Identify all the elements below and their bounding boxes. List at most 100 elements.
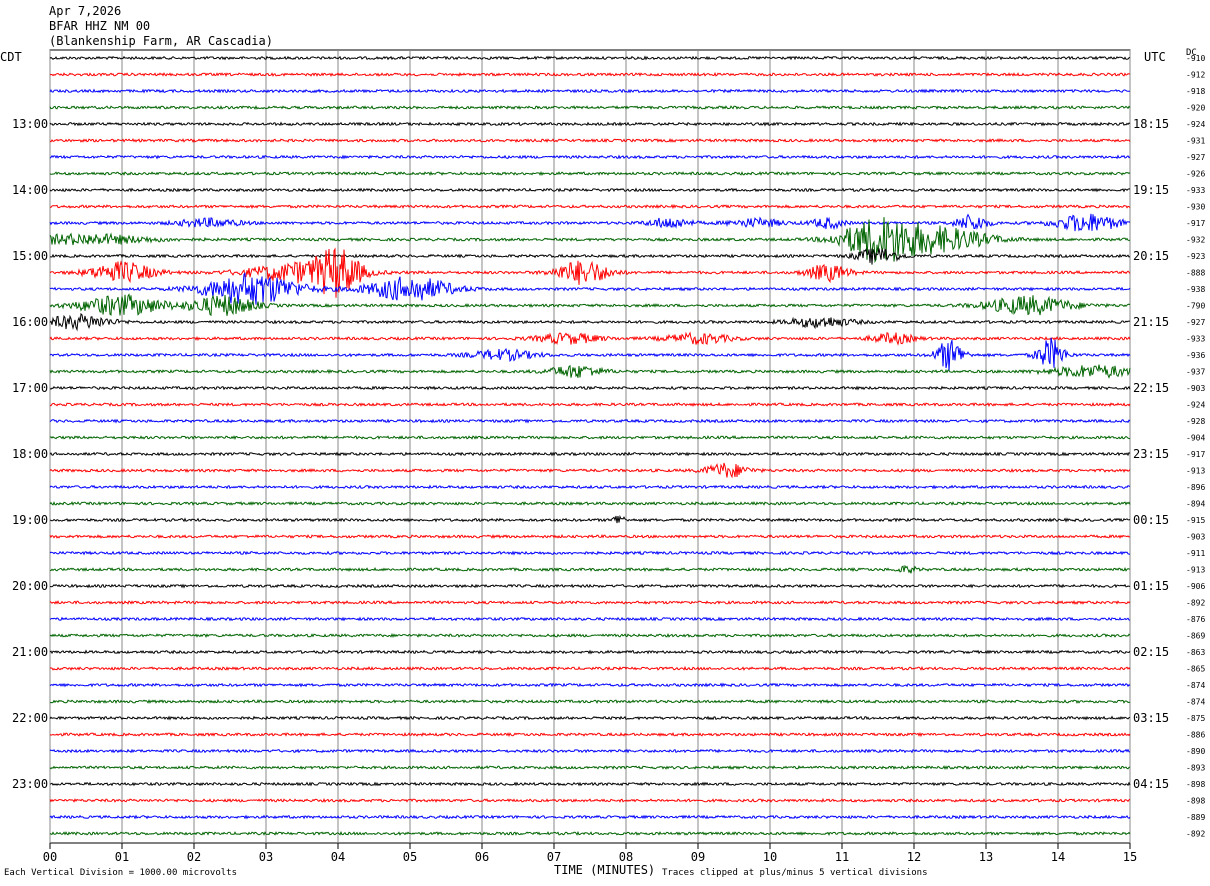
dc-offset-label: -865 (1186, 665, 1205, 674)
seismic-trace (49, 632, 1131, 639)
cdt-hour-label: 23:00 (12, 777, 48, 791)
dc-offset-label: -875 (1186, 714, 1205, 723)
grid-lines (49, 49, 1131, 849)
dc-offset-label: -930 (1186, 203, 1205, 212)
dc-offset-label: -937 (1186, 368, 1205, 377)
cdt-axis-label: CDT (0, 50, 22, 64)
dc-offset-label: -906 (1186, 582, 1205, 591)
cdt-hour-label: 17:00 (12, 381, 48, 395)
dc-offset-label: -911 (1186, 549, 1205, 558)
seismic-trace (49, 435, 1131, 440)
seismic-trace (49, 781, 1131, 787)
seismic-trace (49, 698, 1131, 705)
seismic-trace (49, 154, 1131, 160)
x-tick-label: 07 (547, 850, 561, 864)
seismic-trace (49, 814, 1131, 820)
x-tick-label: 14 (1051, 850, 1065, 864)
x-tick-label: 02 (187, 850, 201, 864)
seismic-trace (49, 462, 1131, 479)
x-axis-title: TIME (MINUTES) (554, 863, 656, 877)
seismic-trace (49, 550, 1130, 556)
dc-offset-label: -927 (1186, 318, 1205, 327)
dc-offset-label: -863 (1186, 648, 1205, 657)
seismic-trace (49, 402, 1131, 408)
seismic-trace (49, 715, 1131, 721)
utc-hour-label: 22:15 (1133, 381, 1169, 395)
seismic-trace (49, 104, 1131, 110)
seismic-trace (49, 600, 1131, 605)
seismic-trace (49, 649, 1131, 655)
dc-offset-label: -874 (1186, 681, 1205, 690)
scale-note: Each Vertical Division = 1000.00 microvo… (4, 868, 237, 878)
dc-offset-label: -904 (1186, 434, 1205, 443)
x-tick-label: 01 (115, 850, 129, 864)
dc-offset-label: -910 (1186, 54, 1205, 63)
seismic-trace (49, 217, 1131, 264)
x-tick-label: 05 (403, 850, 417, 864)
x-tick-label: 09 (691, 850, 705, 864)
seismic-trace (49, 337, 1131, 372)
seismic-trace (49, 500, 1131, 506)
dc-offset-label: -869 (1186, 632, 1205, 641)
dc-offset-label: -917 (1186, 450, 1205, 459)
dc-offset-label: -913 (1186, 467, 1205, 476)
x-tick-label: 04 (331, 850, 345, 864)
utc-hour-label: 23:15 (1133, 447, 1169, 461)
dc-offset-label: -927 (1186, 153, 1205, 162)
x-tick-label: 03 (259, 850, 273, 864)
seismic-trace (49, 765, 1131, 771)
seismic-trace (49, 748, 1131, 754)
dc-offset-label: -886 (1186, 731, 1205, 740)
cdt-hour-label: 21:00 (12, 645, 48, 659)
dc-offset-label: -894 (1186, 500, 1205, 509)
seismic-trace (49, 616, 1131, 622)
dc-offset-label: -923 (1186, 252, 1205, 261)
seismic-trace (49, 830, 1131, 837)
seismic-trace (49, 682, 1131, 688)
dc-offset-label: -893 (1186, 764, 1205, 773)
dc-offset-label: -920 (1186, 104, 1205, 113)
dc-offset-label: -888 (1186, 269, 1205, 278)
seismic-trace (49, 203, 1131, 210)
dc-offset-label: -933 (1186, 335, 1205, 344)
dc-offset-label: -926 (1186, 170, 1205, 179)
utc-hour-label: 19:15 (1133, 183, 1169, 197)
dc-offset-label: -898 (1186, 780, 1205, 789)
x-tick-label: 11 (835, 850, 849, 864)
dc-offset-label: -903 (1186, 384, 1205, 393)
seismic-trace (49, 170, 1131, 177)
utc-hour-label: 03:15 (1133, 711, 1169, 725)
dc-axis-label: DC (1186, 48, 1197, 58)
seismic-traces (49, 55, 1131, 837)
cdt-hour-label: 18:00 (12, 447, 48, 461)
dc-offset-label: -889 (1186, 813, 1205, 822)
chart-date: Apr 7,2026 (49, 4, 122, 18)
dc-offset-label: -892 (1186, 830, 1205, 839)
utc-hour-label: 00:15 (1133, 513, 1169, 527)
seismic-trace (49, 533, 1131, 539)
cdt-hour-label: 14:00 (12, 183, 48, 197)
dc-offset-label: -924 (1186, 120, 1205, 129)
dc-offset-label: -917 (1186, 219, 1205, 228)
utc-hour-label: 04:15 (1133, 777, 1169, 791)
x-tick-label: 13 (979, 850, 993, 864)
seismic-trace (49, 484, 1131, 490)
dc-offset-label: -876 (1186, 615, 1205, 624)
dc-offset-label: -903 (1186, 533, 1205, 542)
dc-offset-label: -874 (1186, 698, 1205, 707)
seismic-trace (49, 731, 1131, 738)
utc-hour-label: 02:15 (1133, 645, 1169, 659)
cdt-hour-label: 15:00 (12, 249, 48, 263)
chart-station: BFAR HHZ NM 00 (49, 19, 151, 33)
seismic-trace (49, 213, 1131, 232)
utc-axis-label: UTC (1144, 50, 1166, 64)
dc-offset-label: -932 (1186, 236, 1205, 245)
seismic-trace (49, 451, 1131, 457)
seismic-trace (49, 797, 1131, 803)
seismic-trace (49, 272, 1131, 305)
cdt-hour-label: 22:00 (12, 711, 48, 725)
plot-frame (49, 49, 1131, 844)
dc-offset-label: -790 (1186, 302, 1205, 311)
x-tick-label: 12 (907, 850, 921, 864)
